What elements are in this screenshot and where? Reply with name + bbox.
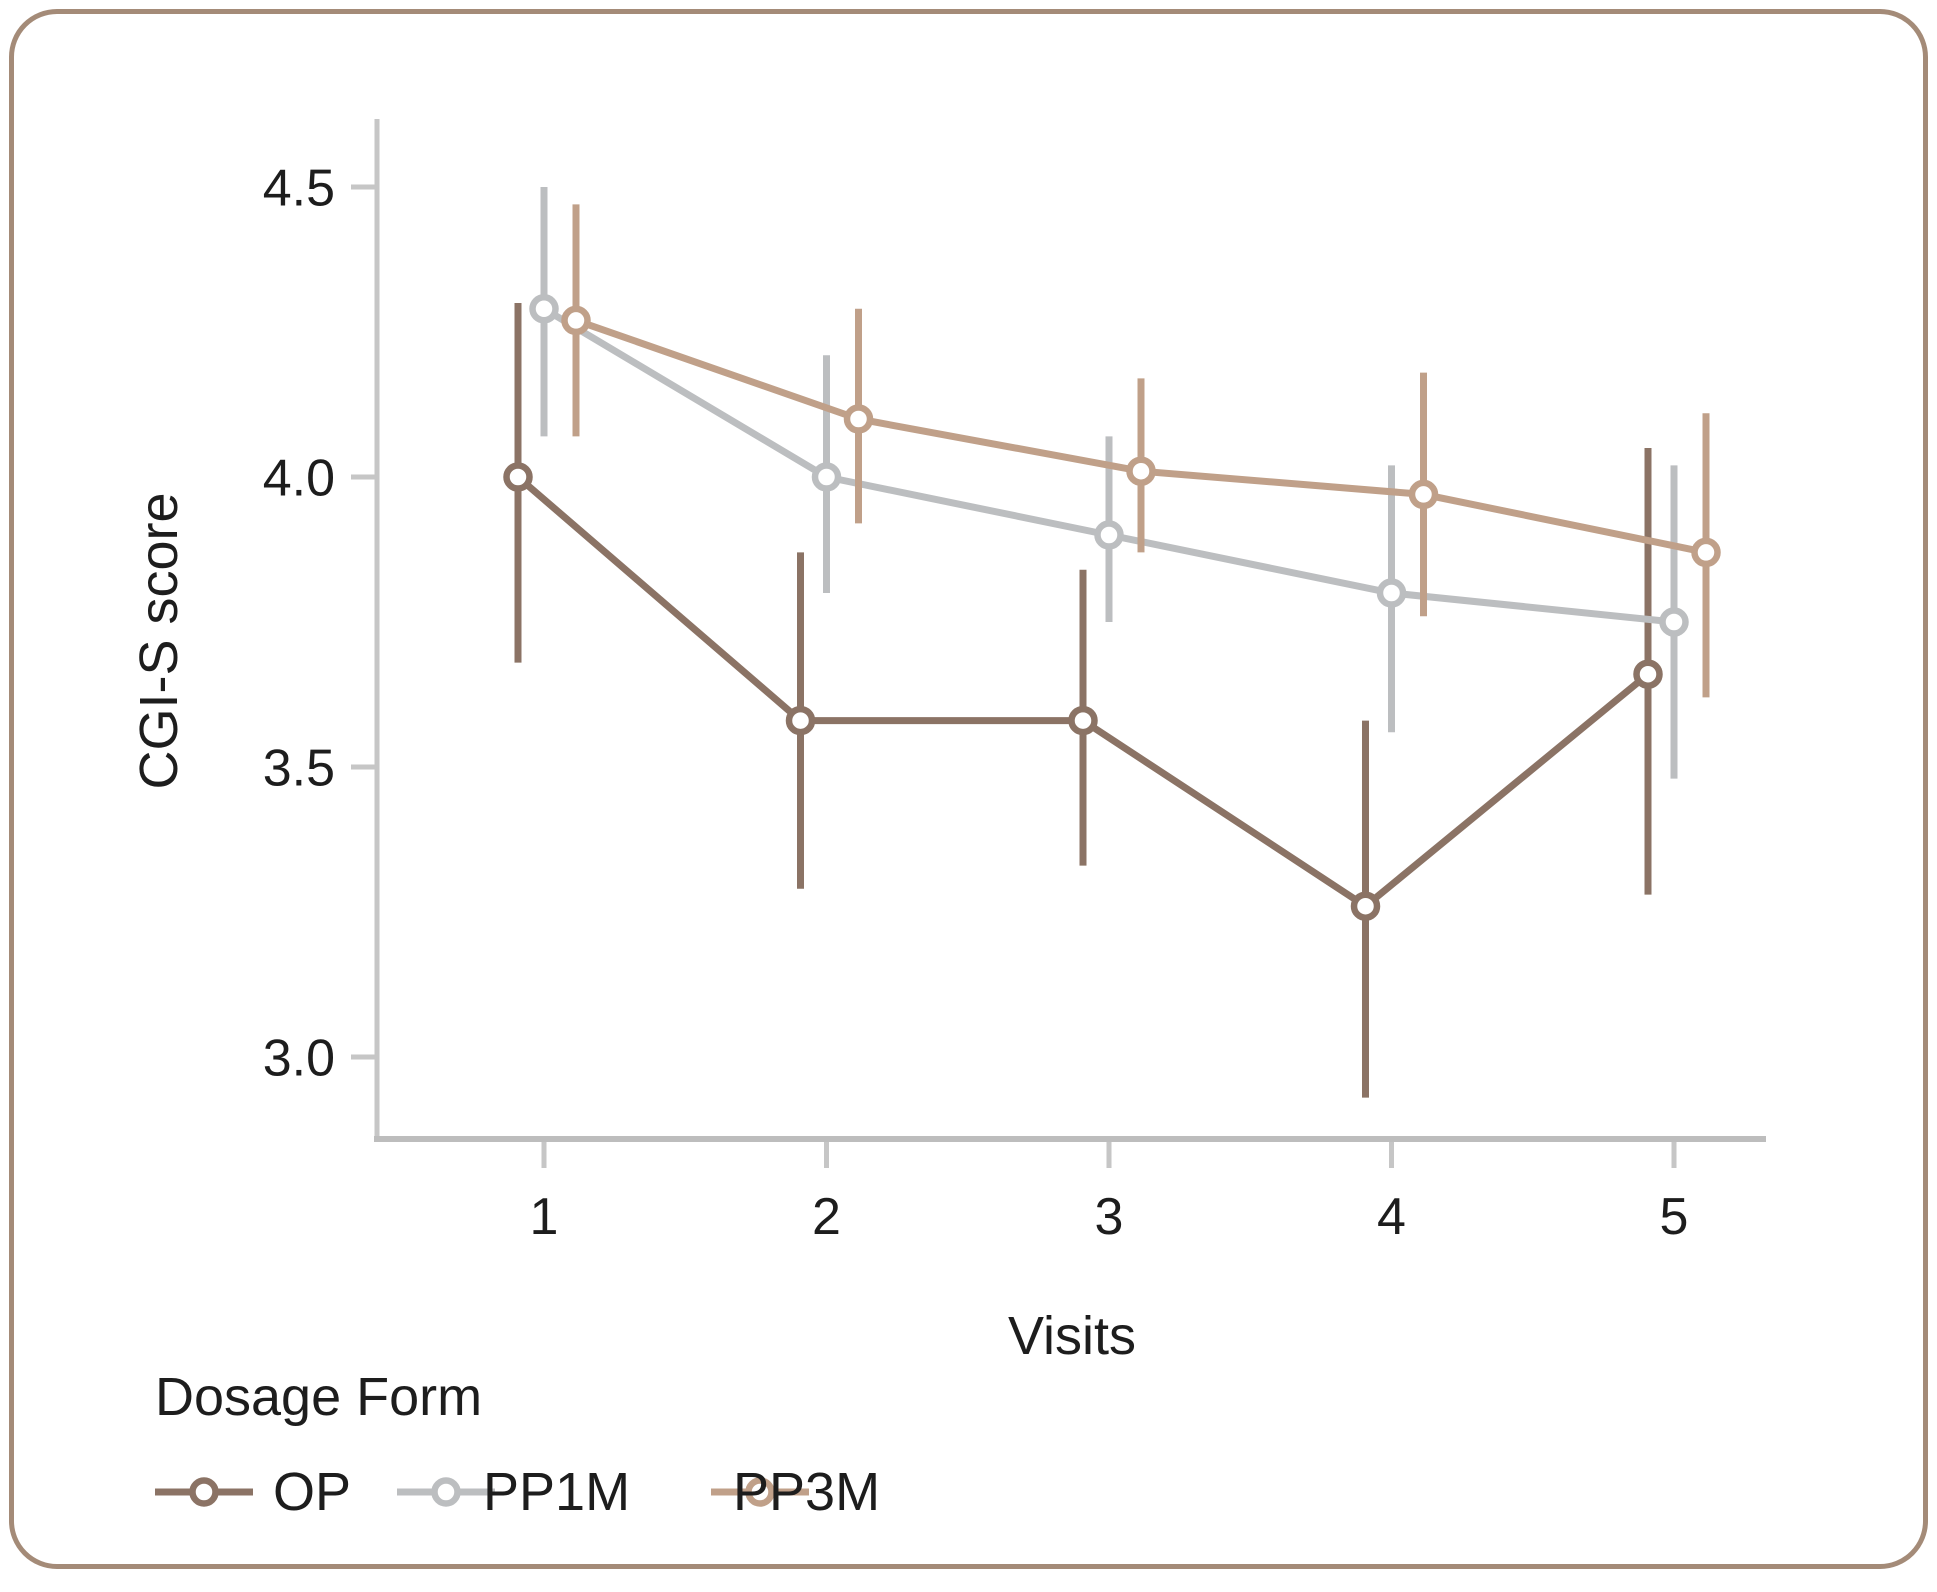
x-tick-label: 3 — [1095, 1188, 1124, 1246]
y-tick-label: 4.5 — [263, 160, 335, 218]
legend-label-op: OP — [273, 1462, 352, 1522]
op-marker — [1350, 891, 1381, 921]
legend-entry-pp3m: PP3M — [711, 1462, 881, 1522]
pp1m-marker — [1094, 520, 1124, 550]
pp1m-marker — [529, 294, 559, 324]
y-tick-label: 3.0 — [263, 1030, 335, 1088]
pp3m-marker — [843, 404, 874, 434]
y-tick-label: 3.5 — [263, 740, 335, 798]
pp3m-marker — [561, 305, 591, 336]
pp1m-marker — [811, 462, 842, 492]
pp1m-legend-marker-icon — [397, 1477, 495, 1507]
legend-entry-op: OP — [155, 1462, 352, 1522]
pp1m-marker — [1659, 607, 1689, 637]
legend-label-pp1m: PP1M — [483, 1462, 631, 1522]
op-marker — [785, 705, 816, 736]
pp1m-marker — [1376, 578, 1407, 608]
op-marker — [1068, 705, 1098, 736]
legend-entry-pp1m: PP1M — [397, 1462, 631, 1522]
chart-canvas: 4.5 4.0 3.5 3.0 1 2 3 4 5 — [263, 119, 1766, 1246]
pp3m-legend-marker-icon — [711, 1477, 809, 1507]
pp3m-marker — [1691, 537, 1721, 568]
op-legend-marker-icon — [155, 1477, 253, 1507]
x-tick-label: 1 — [530, 1188, 559, 1246]
op-marker — [503, 462, 533, 492]
x-tick-label: 5 — [1660, 1188, 1689, 1246]
legend: Dosage Form OP PP1M — [155, 1366, 880, 1530]
legend-label-pp3m: PP3M — [733, 1462, 881, 1522]
legend-row: OP PP1M PP3M — [155, 1462, 880, 1530]
y-axis-title: CGI-S score — [129, 492, 189, 790]
y-tick-label: 4.0 — [263, 450, 335, 508]
pp3m-marker — [1126, 456, 1156, 486]
legend-title: Dosage Form — [155, 1367, 483, 1427]
x-tick-label: 2 — [812, 1188, 841, 1246]
x-tick-label: 4 — [1377, 1188, 1406, 1246]
x-axis-title: Visits — [1007, 1306, 1137, 1366]
figure-border: 4.5 4.0 3.5 3.0 1 2 3 4 5 CGI-S score Visits Dos… — [9, 9, 1928, 1569]
op-marker — [1633, 659, 1663, 689]
pp3m-marker — [1408, 479, 1439, 510]
